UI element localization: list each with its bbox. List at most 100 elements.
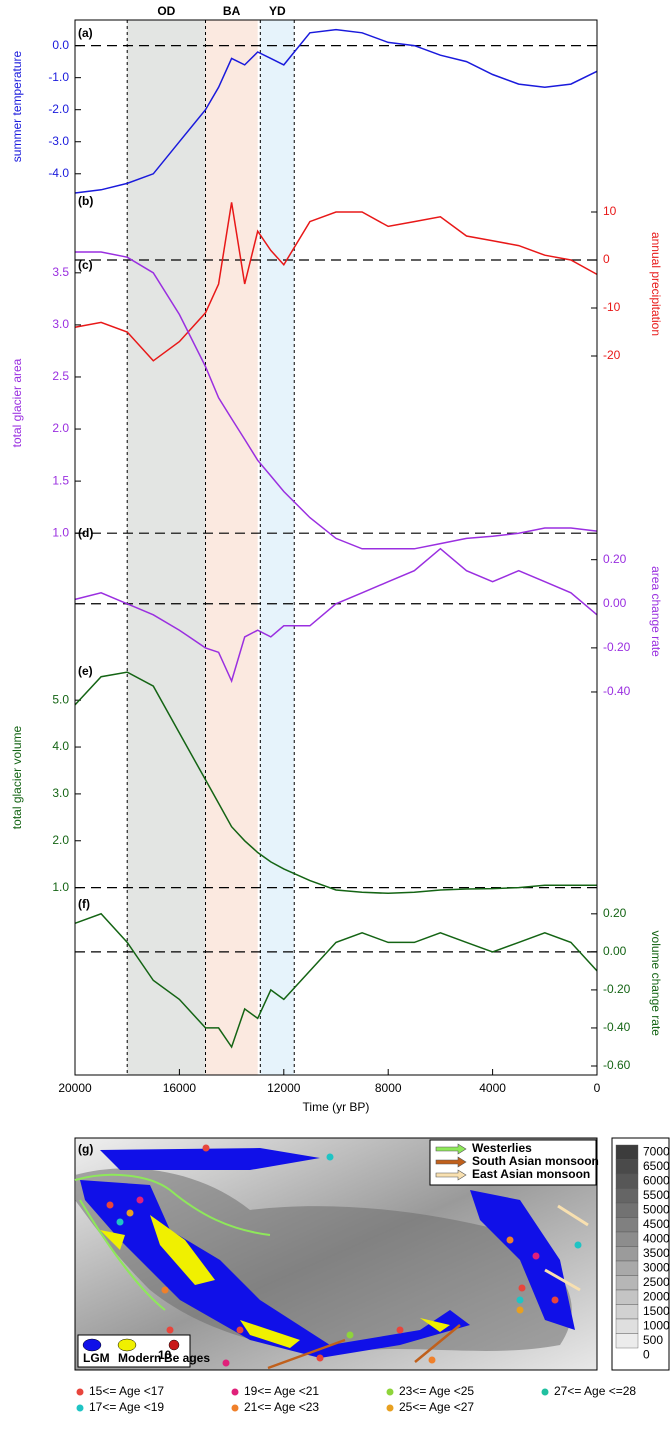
colorbar-label: 1500 xyxy=(643,1304,670,1318)
y-tick-label: 2.0 xyxy=(52,833,69,847)
y-tick-label: -0.40 xyxy=(603,684,631,698)
y-axis-label: annual precipitation xyxy=(649,232,663,336)
plots: 0.0 -1.0 -2.0 -3.0 -4.0 (a) summer temperature… xyxy=(10,20,663,1114)
y-axis-label: volume change rate xyxy=(649,931,663,1037)
inset-label: LGM xyxy=(83,1351,110,1365)
colorbar-cell xyxy=(616,1203,638,1218)
x-axis-label: Time (yr BP) xyxy=(303,1100,370,1114)
y-axis-label: total glacier area xyxy=(10,358,24,447)
colorbar-label: 6500 xyxy=(643,1159,670,1173)
age-label: 19<= Age <21 xyxy=(244,1384,319,1398)
x-tick-label: 12000 xyxy=(267,1081,301,1095)
panel-label: (g) xyxy=(78,1142,93,1156)
y-tick-label: -3.0 xyxy=(48,134,69,148)
y-tick-label: 0.20 xyxy=(603,906,627,920)
age-swatch xyxy=(232,1405,239,1412)
y-axis-label: area change rate xyxy=(649,566,663,657)
period-band xyxy=(127,20,205,1075)
colorbar-cell xyxy=(616,1218,638,1233)
colorbar-cell xyxy=(616,1319,638,1334)
age-swatch xyxy=(232,1389,239,1396)
age-swatch xyxy=(387,1389,394,1396)
age-label: 25<= Age <27 xyxy=(399,1400,474,1414)
colorbar-cell xyxy=(616,1174,638,1189)
y-tick-label: 4.0 xyxy=(52,739,69,753)
y-tick-label: 0.20 xyxy=(603,552,627,566)
y-tick-label: 1.5 xyxy=(52,473,69,487)
colorbar-cell xyxy=(616,1305,638,1320)
y-tick-label: 2.0 xyxy=(52,421,69,435)
colorbar-cell xyxy=(616,1232,638,1247)
y-tick-label: -2.0 xyxy=(48,102,69,116)
age-swatch xyxy=(77,1389,84,1396)
colorbar-label: 3500 xyxy=(643,1246,670,1260)
colorbar-label: 2500 xyxy=(643,1275,670,1289)
colorbar-label: 6000 xyxy=(643,1173,670,1187)
age-label: 27<= Age <=28 xyxy=(554,1384,636,1398)
colorbar-label: 5000 xyxy=(643,1202,670,1216)
arrow-label: Westerlies xyxy=(472,1141,532,1155)
panel-label: (b) xyxy=(78,194,93,208)
colorbar-cell xyxy=(616,1145,638,1160)
y-tick-label: 0.0 xyxy=(52,38,69,52)
inset-label: Be ages xyxy=(164,1351,210,1365)
y-tick-label: 0 xyxy=(603,252,610,266)
y-tick-label: -0.40 xyxy=(603,1020,631,1034)
panel-label: (e) xyxy=(78,664,93,678)
panel-label: (f) xyxy=(78,897,90,911)
colorbar-label: 4500 xyxy=(643,1217,670,1231)
period-shading: ODBAYD xyxy=(127,4,294,1075)
age-swatch xyxy=(77,1405,84,1412)
colorbar-label: 4000 xyxy=(643,1231,670,1245)
y-axis-label: total glacier volume xyxy=(10,725,24,829)
panel-label: (a) xyxy=(78,26,93,40)
x-tick-label: 16000 xyxy=(163,1081,197,1095)
colorbar-cell xyxy=(616,1160,638,1175)
age-label: 21<= Age <23 xyxy=(244,1400,319,1414)
x-tick-label: 4000 xyxy=(479,1081,506,1095)
panel-label: (c) xyxy=(78,258,93,272)
inset-swatch xyxy=(118,1339,136,1351)
inset-label: Modern xyxy=(118,1351,161,1365)
figure: ODBAYD 0.0-1.0-2.0-3.0-4.0(a)summer temp… xyxy=(0,0,672,1455)
colorbar-cell xyxy=(616,1247,638,1262)
y-tick-label: -1.0 xyxy=(48,70,69,84)
period-band xyxy=(260,20,294,1075)
colorbar-label: 0 xyxy=(643,1347,650,1361)
age-label: 23<= Age <25 xyxy=(399,1384,474,1398)
x-tick-label: 20000 xyxy=(58,1081,92,1095)
age-label: 15<= Age <17 xyxy=(89,1384,164,1398)
colorbar-label: 1000 xyxy=(643,1318,670,1332)
y-axis-label: summer temperature xyxy=(10,50,24,162)
y-tick-label: -0.20 xyxy=(603,640,631,654)
y-tick-label: 2.5 xyxy=(52,369,69,383)
inset-swatch xyxy=(83,1339,101,1351)
age-swatch xyxy=(387,1405,394,1412)
colorbar-cell xyxy=(616,1276,638,1291)
panel-label: (d) xyxy=(78,526,93,540)
y-tick-label: 3.0 xyxy=(52,786,69,800)
age-swatch xyxy=(542,1389,549,1396)
y-tick-label: 10 xyxy=(603,204,617,218)
y-tick-label: 1.0 xyxy=(52,525,69,539)
y-tick-label: 0.00 xyxy=(603,596,627,610)
y-tick-label: -0.20 xyxy=(603,982,631,996)
y-tick-label: -4.0 xyxy=(48,166,69,180)
period-label: BA xyxy=(223,4,241,18)
colorbar-label: 3000 xyxy=(643,1260,670,1274)
y-tick-label: -0.60 xyxy=(603,1058,631,1072)
period-label: YD xyxy=(269,4,286,18)
y-tick-label: 1.0 xyxy=(52,880,69,894)
y-tick-label: 5.0 xyxy=(52,692,69,706)
colorbar-label: 2000 xyxy=(643,1289,670,1303)
colorbar-cell xyxy=(616,1189,638,1204)
y-tick-label: -10 xyxy=(603,300,621,314)
colorbar-cell xyxy=(616,1334,638,1349)
y-tick-label: 3.0 xyxy=(52,317,69,331)
period-band xyxy=(206,20,258,1075)
y-tick-label: -20 xyxy=(603,348,621,362)
arrow-label: East Asian monsoon xyxy=(472,1167,590,1181)
y-tick-label: 3.5 xyxy=(52,265,69,279)
colorbar-label: 5500 xyxy=(643,1188,670,1202)
